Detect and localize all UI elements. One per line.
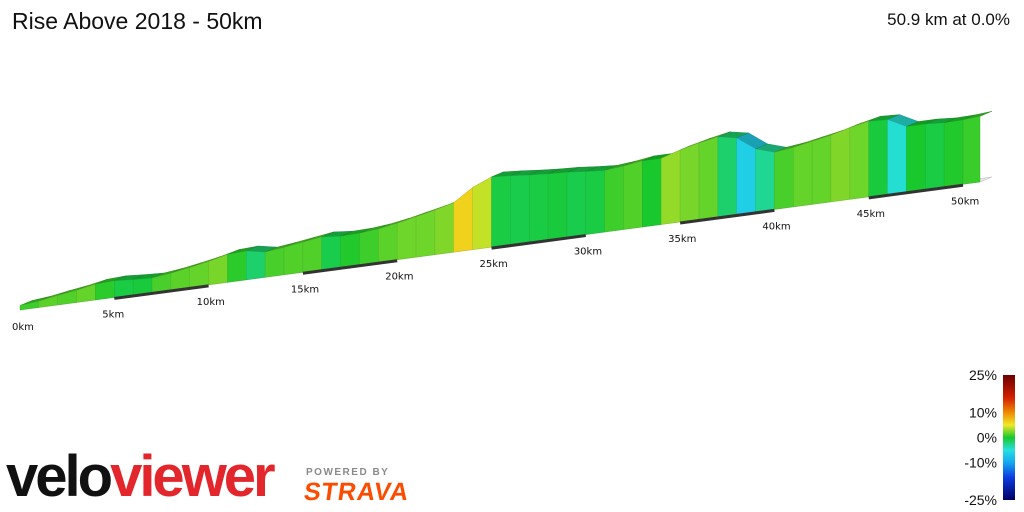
distance-tick-label: 50km [951,196,979,207]
profile-segment [566,171,587,238]
profile-segment [114,279,134,298]
profile-segment [793,141,813,208]
profile-segment [925,122,945,190]
profile-segment [246,250,266,281]
distance-tick-label: 35km [668,234,696,245]
distance-band [491,234,587,250]
profile-layer [19,111,993,311]
logo-viewer: viewer [110,444,276,509]
profile-segment [868,119,888,198]
profile-segment [283,241,304,276]
powered-by-label: POWERED BY [306,467,390,478]
profile-segment [208,254,228,286]
veloviewer-logo[interactable]: veloviewer [6,448,276,506]
profile-segment [698,136,719,220]
profile-segment [302,236,322,273]
gradient-colorbar [1003,375,1015,500]
distance-tick-label: 5km [102,309,124,320]
distance-tick-label: 10km [197,297,225,308]
distance-band [302,259,398,275]
gradient-legend-label: 0% [977,430,997,446]
profile-segment [472,176,492,250]
distance-tick-label: 15km [291,284,319,295]
distance-tick-label: 30km [574,247,602,258]
gradient-legend-label: 10% [969,405,997,421]
profile-segment [491,175,511,248]
page-title: Rise Above 2018 - 50km [12,8,263,34]
profile-segment [359,228,379,265]
profile-segment [811,134,832,205]
gradient-legend-label: -25% [964,492,997,508]
gradient-legend-label: 25% [969,367,997,383]
profile-segment [604,165,624,233]
profile-segment [943,119,964,188]
distance-tick-label: 0km [12,322,34,333]
profile-segment [642,158,662,228]
distance-tick-label: 40km [762,221,790,232]
profile-segment [378,222,398,263]
profile-segment [830,127,851,203]
profile-segment [529,173,549,243]
distance-tick-label: 45km [857,209,885,220]
profile-segment [264,247,285,278]
distance-band [868,183,964,200]
profile-segment [962,116,981,185]
profile-segment [95,280,115,301]
distance-tick-label: 20km [385,272,413,283]
distance-ticks: 0km 5km 10km 15km 20km 25km 30km 35km 40km 45km 50… [12,183,979,333]
gradient-legend: 25% 10% 0% -10% -25% [964,367,1015,508]
distance-summary: 50.9 km at 0.0% [887,10,1010,29]
profile-segment [340,233,360,268]
profile-segment [623,160,643,230]
profile-segment [774,147,794,210]
profile-segment [434,202,454,255]
profile-segment [585,170,605,235]
profile-segment [227,250,247,283]
distance-band [679,208,775,225]
profile-segment [547,172,568,240]
profile-segment [321,235,341,270]
distance-band [114,284,209,300]
profile-segment [906,123,926,193]
distance-tick-label: 25km [480,259,508,270]
profile-segment [717,136,737,218]
profile-segment [736,137,756,215]
profile-segment [397,216,417,260]
profile-segment [415,209,436,258]
logo-velo: velo [6,444,113,509]
gradient-legend-label: -10% [964,455,997,471]
profile-segment [661,149,681,225]
profile-segment [887,119,907,195]
profile-segment [510,174,530,245]
profile-segment [453,187,473,253]
profile-segment [849,120,869,200]
profile-segment [679,142,700,223]
strava-logo[interactable]: STRAVA [302,478,412,506]
profile-segment [755,148,775,213]
